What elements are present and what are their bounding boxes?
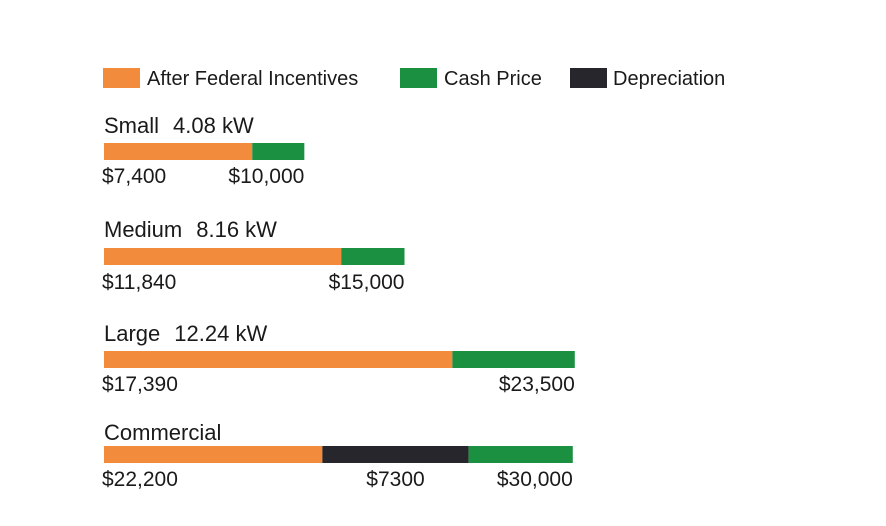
bar-segment-commercial-depreciation: [322, 446, 469, 463]
bar-rows: Small 4.08 kW $7,400 $10,000 Medium 8.16 kW $1…: [102, 113, 575, 491]
value-label-commercial-2: $30,000: [497, 468, 573, 491]
legend-label-depreciation: Depreciation: [613, 68, 725, 90]
legend-swatch-after-federal-incentives: [103, 68, 140, 88]
category-name: Large: [104, 321, 160, 346]
legend-swatch-cash-price: [400, 68, 437, 88]
category-label-medium: Medium 8.16 kW: [104, 217, 277, 242]
bar-segment-commercial-after-federal-incentives: [104, 446, 323, 463]
bar-row-small: Small 4.08 kW $7,400 $10,000: [102, 113, 305, 188]
bar-segment-large-after-federal-incentives: [104, 351, 453, 368]
category-label-small: Small 4.08 kW: [104, 113, 254, 138]
category-capacity: 12.24 kW: [174, 321, 267, 346]
legend: After Federal Incentives Cash Price Deprec…: [103, 68, 725, 90]
bar-row-commercial: Commercial $22,200 $7300 $30,000: [102, 420, 573, 491]
value-label-small-1: $10,000: [228, 165, 304, 188]
bar-segment-medium-cash-price: [341, 248, 405, 265]
category-name: Medium: [104, 217, 182, 242]
value-label-medium-0: $11,840: [102, 271, 176, 294]
category-label-large: Large 12.24 kW: [104, 321, 267, 346]
value-label-large-1: $23,500: [499, 373, 575, 396]
category-name: Commercial: [104, 420, 221, 445]
category-capacity: 8.16 kW: [196, 217, 277, 242]
bar-segment-small-after-federal-incentives: [104, 143, 253, 160]
bar-segment-medium-after-federal-incentives: [104, 248, 342, 265]
value-label-small-0: $7,400: [102, 165, 166, 188]
category-name: Small: [104, 113, 159, 138]
legend-label-cash-price: Cash Price: [444, 68, 542, 90]
category-capacity: 4.08 kW: [173, 113, 254, 138]
value-label-commercial-0: $22,200: [102, 468, 178, 491]
value-label-commercial-1: $7300: [366, 468, 424, 491]
bar-row-medium: Medium 8.16 kW $11,840 $15,000: [102, 217, 405, 294]
value-label-medium-1: $15,000: [329, 271, 405, 294]
bar-segment-large-cash-price: [452, 351, 575, 368]
bar-row-large: Large 12.24 kW $17,390 $23,500: [102, 321, 575, 396]
bar-segment-small-cash-price: [252, 143, 305, 160]
value-label-large-0: $17,390: [102, 373, 178, 396]
legend-label-after-federal-incentives: After Federal Incentives: [147, 68, 358, 90]
category-label-commercial: Commercial: [104, 420, 221, 445]
bar-segment-commercial-cash-price: [468, 446, 573, 463]
legend-swatch-depreciation: [570, 68, 607, 88]
